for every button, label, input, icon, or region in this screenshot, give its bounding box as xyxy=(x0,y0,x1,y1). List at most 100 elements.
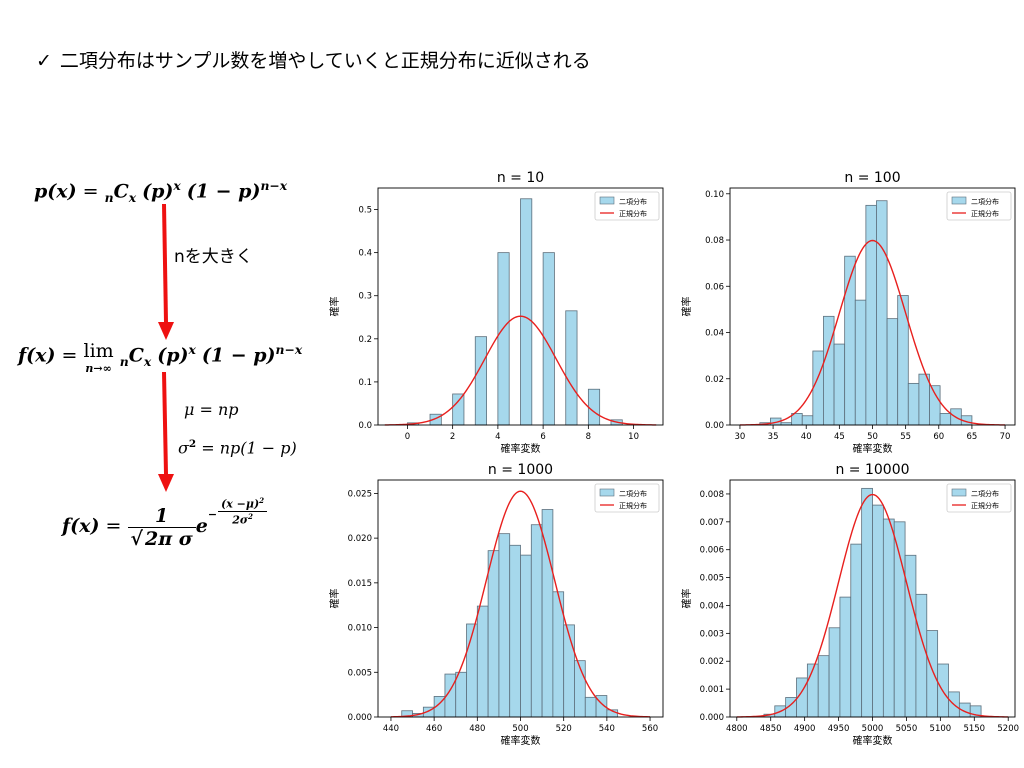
x-tick-label: 60 xyxy=(933,432,944,442)
x-tick-label: 500 xyxy=(512,724,528,734)
histogram-bar xyxy=(823,315,835,426)
f3-exp-num-text: (x −μ) xyxy=(221,497,260,511)
x-tick-label: 4 xyxy=(495,432,500,442)
f3-exp-den-sup: 2 xyxy=(248,511,253,521)
y-tick-label: 0.4 xyxy=(358,249,372,259)
x-tick-label: 50 xyxy=(867,432,878,442)
y-axis-label: 確率 xyxy=(680,297,693,317)
x-tick-label: 4800 xyxy=(726,724,748,734)
histogram-bar xyxy=(455,671,467,718)
histogram-bar xyxy=(587,388,601,426)
legend-label-normal: 正規分布 xyxy=(971,209,999,218)
normal-curve xyxy=(739,239,1006,426)
histogram-bar xyxy=(498,533,511,718)
chart-title: n = 10 xyxy=(497,170,544,186)
y-tick-label: 0.015 xyxy=(348,579,372,589)
sigma-rhs: = np(1 − p) xyxy=(196,438,297,458)
x-tick-label: 40 xyxy=(801,432,812,442)
f2-equals: = xyxy=(61,344,78,367)
legend-swatch-binomial xyxy=(599,196,615,205)
y-tick-label: 0.04 xyxy=(705,329,724,339)
f2-lim-sub: n→∞ xyxy=(85,362,112,375)
histogram-bar xyxy=(584,696,597,718)
normal-curve xyxy=(390,490,651,718)
binomial-formula: p(x) = nCx (p)x (1 − p)n−x xyxy=(34,178,287,205)
legend-swatch-binomial xyxy=(951,488,967,497)
mu-annotation: μ = np xyxy=(184,400,239,419)
f2-lhs: f(x) xyxy=(18,344,56,367)
legend-label-normal: 正規分布 xyxy=(619,209,647,218)
y-tick-label: 0.0 xyxy=(358,421,372,431)
chart-n1000: n = 1000 440 460 480 500 520 540 560 0.000 0.005 0… xyxy=(328,462,664,747)
y-tick-label: 0.020 xyxy=(348,534,372,544)
f3-sqrt-content: 2π xyxy=(143,526,173,550)
f3-exp-fraction: (x −μ)2 2σ2 xyxy=(218,496,268,527)
chart-title: n = 100 xyxy=(844,170,900,186)
f3-equals: = xyxy=(105,515,122,538)
legend-swatch-binomial xyxy=(599,488,615,497)
f1-q-exp: n−x xyxy=(260,178,288,193)
f2-p-term: (p) xyxy=(157,344,189,367)
histogram-bar xyxy=(801,415,814,426)
legend-label-binomial: 二項分布 xyxy=(971,489,999,498)
y-tick-label: 0.004 xyxy=(700,601,724,611)
y-tick-label: 0.000 xyxy=(348,713,372,723)
histogram-bar xyxy=(474,336,487,426)
histogram-bar xyxy=(918,373,930,426)
f1-p-exp: x xyxy=(173,178,181,193)
histogram-bar xyxy=(541,509,554,718)
y-tick-label: 0.000 xyxy=(700,713,724,723)
y-tick-label: 0.008 xyxy=(700,490,724,500)
x-tick-label: 440 xyxy=(383,724,399,734)
y-tick-label: 0.001 xyxy=(700,685,724,695)
normal-curve xyxy=(384,315,657,426)
legend-label-normal: 正規分布 xyxy=(619,501,647,510)
x-axis-label: 確率変数 xyxy=(853,734,893,747)
arrow-down-icon-1 xyxy=(158,203,174,340)
f2-C: C xyxy=(128,344,144,367)
f1-p-term: (p) xyxy=(142,180,174,203)
y-tick-label: 0.00 xyxy=(705,421,724,431)
f3-exp-minus: − xyxy=(207,508,218,522)
sigma-exp: 2 xyxy=(188,438,197,450)
arrows-layer xyxy=(158,203,174,492)
histogram-bar xyxy=(487,550,500,718)
f3-sigma: σ xyxy=(178,527,193,550)
x-tick-label: 0 xyxy=(405,432,410,442)
y-tick-label: 0.5 xyxy=(358,206,372,216)
histogram-bar xyxy=(854,299,867,426)
histogram-bar xyxy=(886,318,899,426)
legend-label-binomial: 二項分布 xyxy=(971,197,999,206)
chart-title: n = 10000 xyxy=(835,462,909,478)
histogram-bar xyxy=(915,593,928,718)
legend-label-normal: 正規分布 xyxy=(971,501,999,510)
f3-exponent: − (x −μ)2 2σ2 xyxy=(207,496,268,527)
f3-exp-num-sup: 2 xyxy=(259,496,265,505)
chart-title: n = 1000 xyxy=(488,462,553,478)
x-tick-label: 5150 xyxy=(963,724,985,734)
f2-n-sub: n xyxy=(119,354,129,370)
legend-label-binomial: 二項分布 xyxy=(619,197,647,206)
histogram-bar xyxy=(839,596,852,718)
histogram-bar xyxy=(865,204,877,426)
x-tick-label: 460 xyxy=(426,724,442,734)
y-tick-label: 0.08 xyxy=(705,236,724,246)
histogram-bar xyxy=(497,252,510,426)
x-tick-label: 10 xyxy=(628,432,639,442)
f1-equals: = xyxy=(82,180,99,203)
x-axis-label: 確率変数 xyxy=(853,442,893,455)
histogram-bar xyxy=(452,393,465,426)
histogram-bar xyxy=(466,623,478,718)
f2-x-sub: x xyxy=(143,354,152,370)
histogram-bar xyxy=(939,413,952,426)
f3-exp-denominator: 2σ2 xyxy=(218,512,267,527)
histogram-bar xyxy=(850,543,863,718)
chart-n10: n = 10 0 2 4 6 8 10 0.0 0.1 0.2 0.3 0.4 0.5 確率変数 確率 二項分… xyxy=(328,170,664,455)
f3-fraction: 1 √ 2π σ xyxy=(127,505,196,550)
f2-p-exp: x xyxy=(188,342,196,357)
x-tick-label: 70 xyxy=(1000,432,1011,442)
y-tick-label: 0.005 xyxy=(348,668,372,678)
headline-text: 二項分布はサンプル数を増やしていくと正規分布に近似される xyxy=(59,50,591,72)
x-tick-label: 520 xyxy=(556,724,572,734)
f1-lhs: p(x) xyxy=(34,180,77,203)
